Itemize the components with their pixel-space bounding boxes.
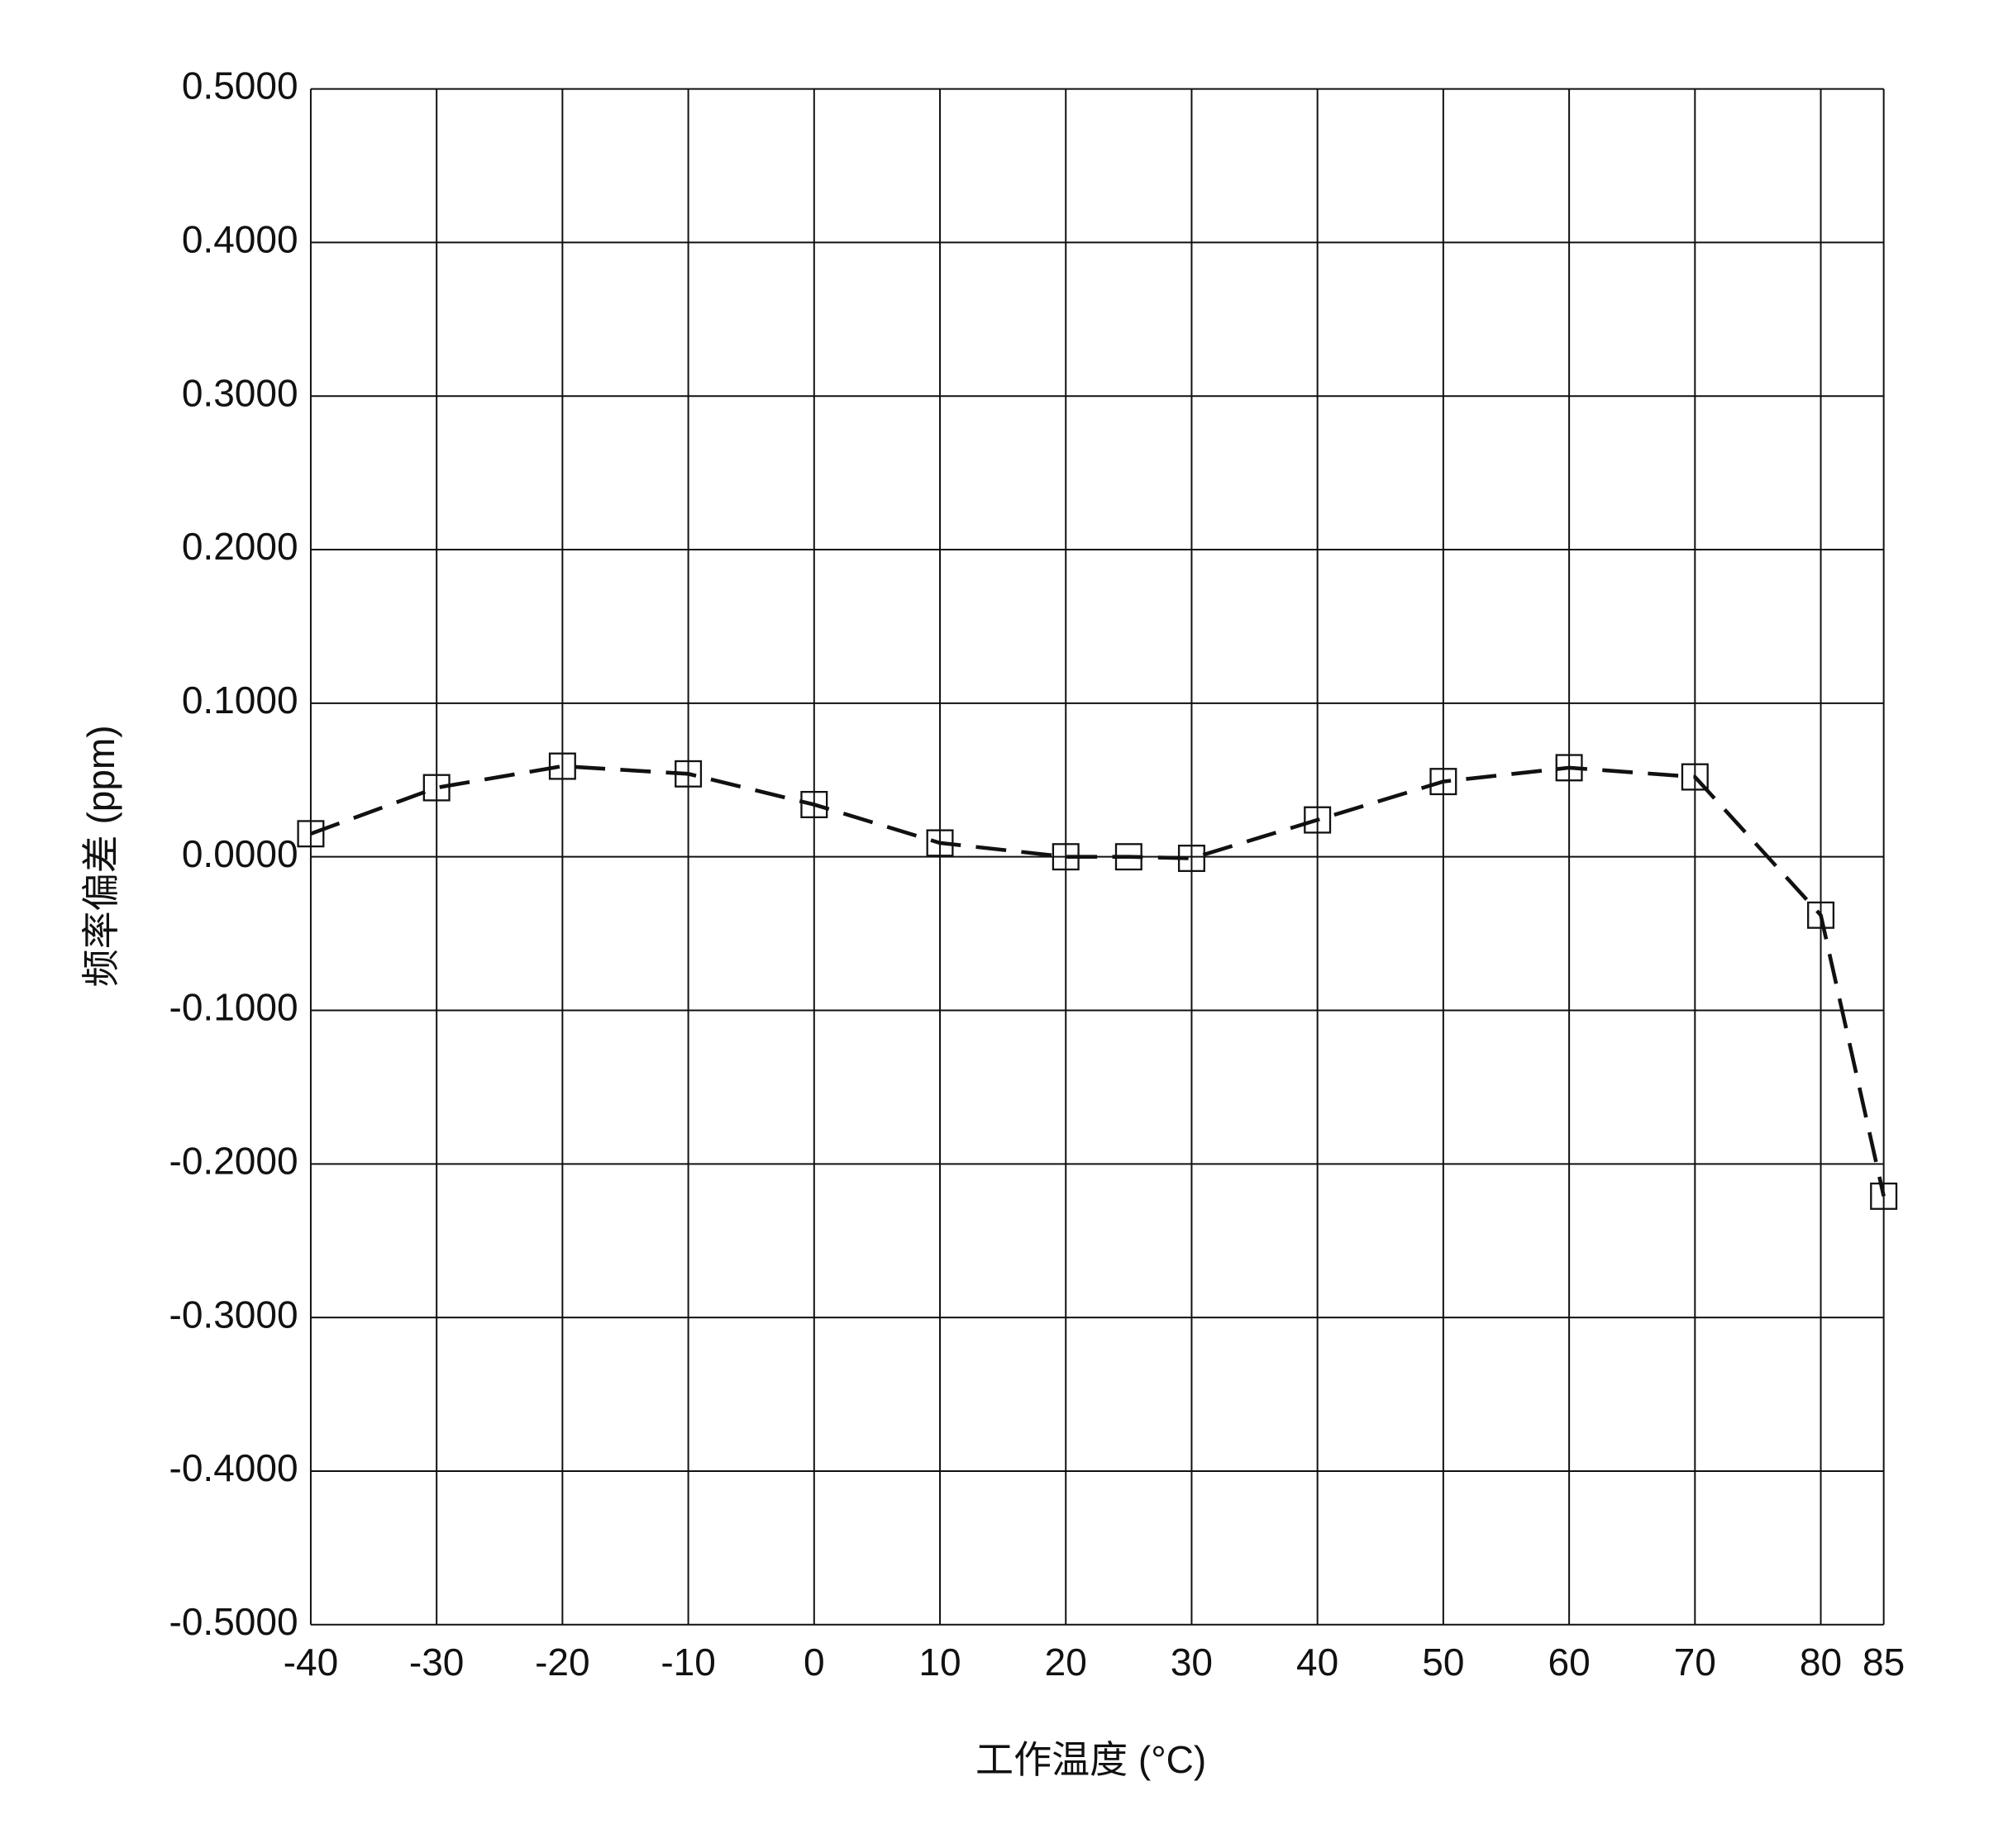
data-point bbox=[1429, 768, 1457, 796]
y-tick-label: -0.2000 bbox=[169, 1139, 298, 1182]
x-tick-label: -10 bbox=[661, 1641, 716, 1684]
data-point bbox=[1681, 763, 1709, 791]
x-tick-label: -20 bbox=[535, 1641, 590, 1684]
data-line bbox=[310, 764, 1886, 1197]
x-tick-label: -40 bbox=[284, 1641, 339, 1684]
data-point bbox=[1807, 901, 1835, 929]
y-tick-label: 0.2000 bbox=[182, 525, 298, 568]
x-tick-label: 20 bbox=[1045, 1641, 1087, 1684]
data-point bbox=[548, 752, 576, 780]
y-axis-label: 频率偏差 (ppm) bbox=[79, 725, 122, 987]
y-tick-label: 0.3000 bbox=[182, 371, 298, 414]
data-point bbox=[297, 820, 325, 848]
data-point bbox=[422, 774, 451, 802]
x-tick-label: 80 bbox=[1800, 1641, 1842, 1684]
x-tick-label: 85 bbox=[1863, 1641, 1905, 1684]
x-tick-label: 0 bbox=[804, 1641, 825, 1684]
x-tick-label: 50 bbox=[1422, 1641, 1464, 1684]
y-tick-label: -0.5000 bbox=[169, 1600, 298, 1643]
y-tick-label: -0.4000 bbox=[169, 1446, 298, 1489]
y-tick-label: 0.1000 bbox=[182, 679, 298, 722]
data-point bbox=[1304, 806, 1332, 834]
x-tick-label: 40 bbox=[1296, 1641, 1338, 1684]
x-tick-label: 70 bbox=[1674, 1641, 1716, 1684]
data-point bbox=[1114, 843, 1142, 871]
x-axis-label: 工作温度 (°C) bbox=[975, 1738, 1206, 1781]
x-tick-label: 60 bbox=[1548, 1641, 1591, 1684]
data-point bbox=[675, 760, 703, 788]
x-tick-label: -30 bbox=[409, 1641, 465, 1684]
data-point bbox=[1052, 843, 1080, 871]
x-tick-label: 10 bbox=[918, 1641, 961, 1684]
y-tick-label: -0.3000 bbox=[169, 1293, 298, 1336]
y-tick-label: 0.5000 bbox=[182, 64, 298, 107]
data-point bbox=[926, 829, 954, 857]
data-point bbox=[800, 791, 828, 818]
y-tick-label: 0.0000 bbox=[182, 832, 298, 875]
data-point bbox=[1870, 1182, 1898, 1210]
x-tick-label: 30 bbox=[1171, 1641, 1213, 1684]
y-tick-label: -0.1000 bbox=[169, 986, 298, 1029]
y-tick-label: 0.4000 bbox=[182, 218, 298, 261]
data-point bbox=[1555, 754, 1583, 782]
data-point bbox=[1177, 845, 1205, 873]
